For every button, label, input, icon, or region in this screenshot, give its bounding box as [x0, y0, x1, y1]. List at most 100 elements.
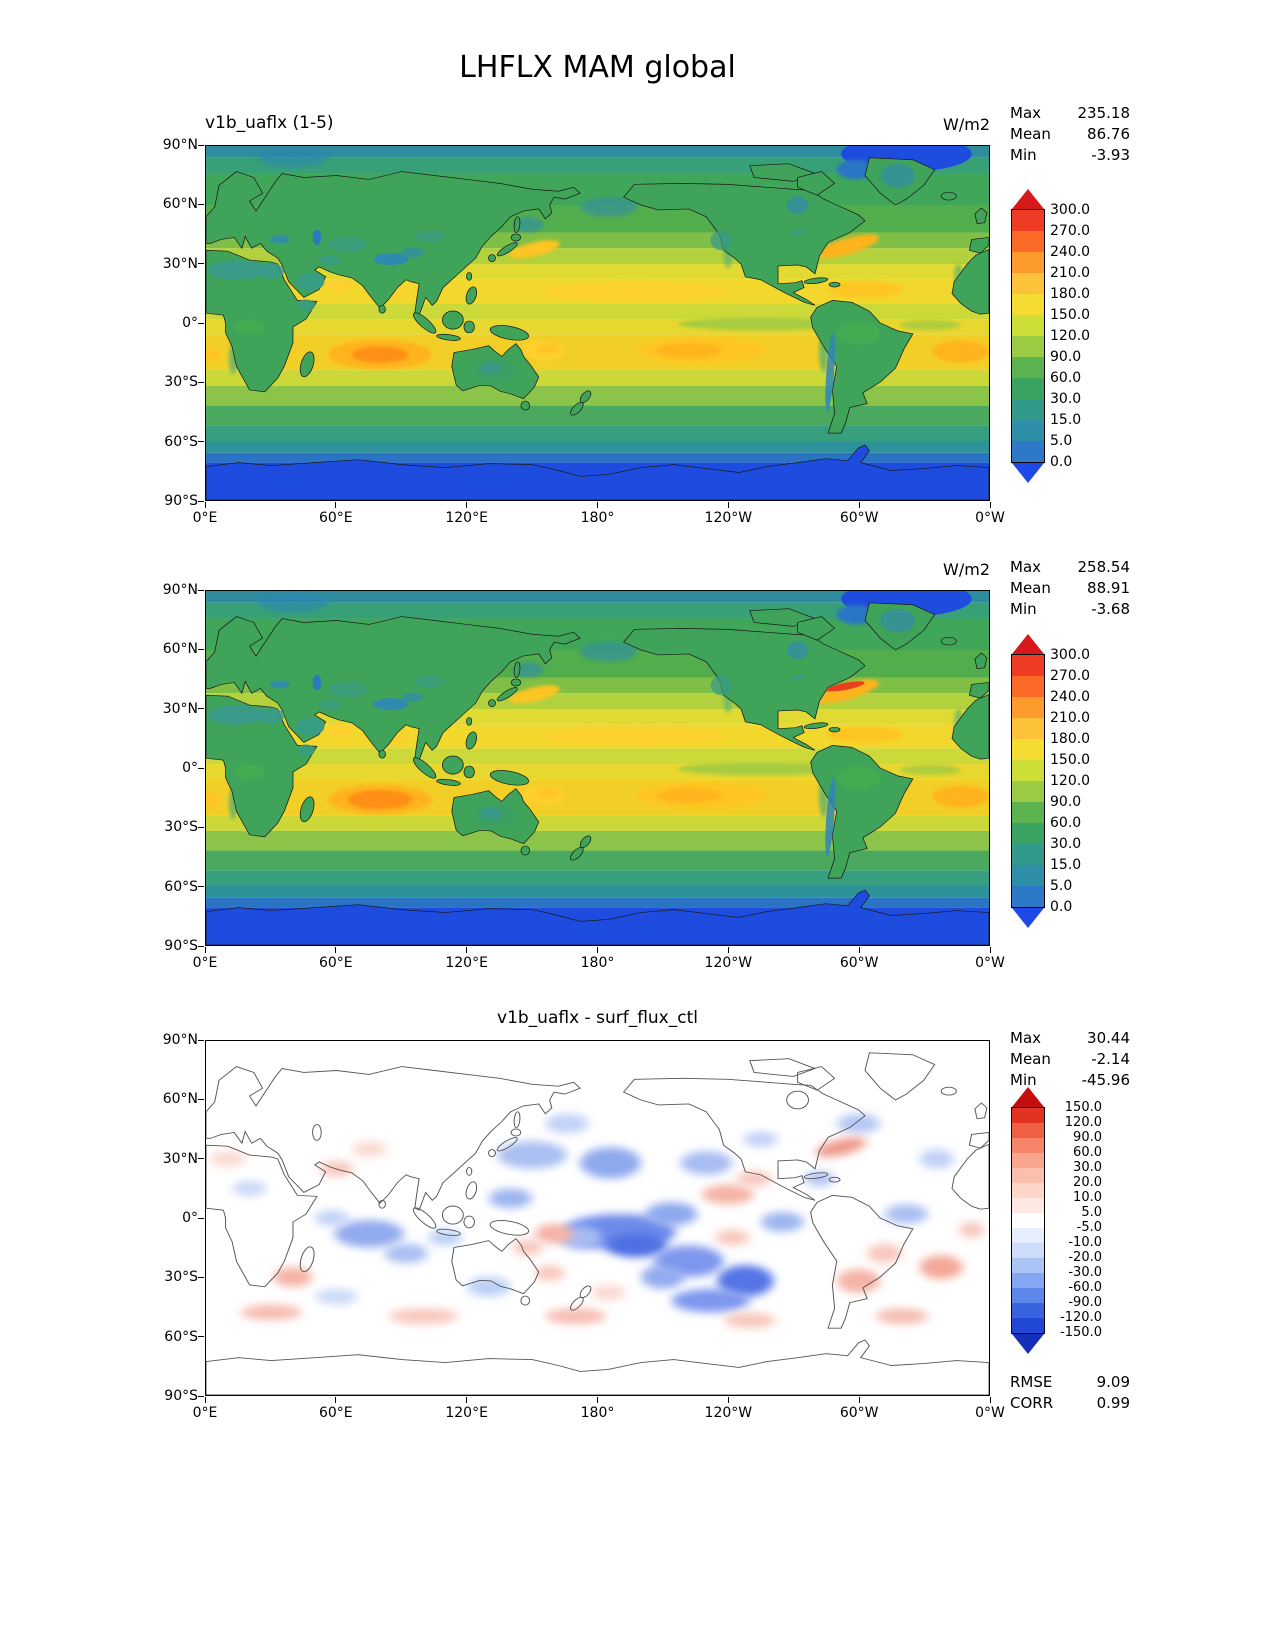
colorbar-segment	[1012, 760, 1044, 781]
lat-tick-label: 60°S	[164, 878, 198, 895]
colorbar-tick-label: 60.0	[1050, 370, 1082, 386]
lon-tick-mark	[335, 947, 337, 953]
panel-1-title: v1b_uaflx (1-5)	[205, 113, 334, 133]
lat-tick-mark	[198, 1098, 204, 1100]
stat-row: Mean 86.76	[1010, 124, 1130, 145]
panel-2-units: W/m2	[943, 560, 990, 579]
panel-2-stats: Max 258.54 Mean 88.91 Min -3.68	[1010, 557, 1130, 620]
colorbar-tick-label: -150.0	[1060, 1325, 1102, 1340]
lon-tick-label: 180°	[580, 955, 615, 971]
colorbar-tick-label: 150.0	[1050, 752, 1091, 768]
lat-tick-label: 30°S	[164, 374, 198, 391]
lon-tick-mark	[989, 502, 991, 508]
stat-row: Min -45.96	[1010, 1070, 1130, 1091]
lat-tick-label: 30°N	[162, 1150, 198, 1167]
lat-tick-mark	[198, 826, 204, 828]
stat-value: 30.44	[1087, 1029, 1130, 1047]
lat-tick-label: 90°N	[162, 137, 198, 153]
lat-tick-label: 0°	[182, 760, 198, 776]
lat-tick-mark	[198, 1395, 204, 1397]
lon-tick-mark	[335, 502, 337, 508]
colorbar-tick-label: 5.0	[1050, 433, 1073, 449]
lon-tick-mark	[858, 1397, 860, 1403]
lat-tick-label: 60°N	[162, 196, 198, 213]
stat-label: Mean	[1010, 125, 1051, 143]
colorbar-segment	[1012, 1108, 1044, 1123]
lat-tick-mark	[198, 945, 204, 947]
stat-row: Max 258.54	[1010, 557, 1130, 578]
colorbar-tick-label: 270.0	[1050, 668, 1091, 684]
colorbar-tick-label: 150.0	[1050, 307, 1091, 323]
colorbar-segment	[1012, 1183, 1044, 1198]
lat-tick-label: 90°N	[162, 1032, 198, 1048]
colorbar-segment	[1012, 273, 1044, 294]
colorbar-segment	[1012, 357, 1044, 378]
metric-row: RMSE 9.09	[1010, 1372, 1130, 1393]
lat-tick-mark	[198, 886, 204, 888]
lon-tick-label: 60°E	[318, 955, 353, 971]
lon-tick-mark	[727, 502, 729, 508]
lat-tick-mark	[198, 441, 204, 443]
colorbar	[1011, 209, 1045, 463]
lon-tick-mark	[466, 502, 468, 508]
metric-label: RMSE	[1010, 1373, 1053, 1391]
lat-tick-mark	[198, 648, 204, 650]
stat-value: -3.93	[1091, 146, 1130, 164]
colorbar-tick-label: -10.0	[1068, 1235, 1102, 1250]
lon-tick-label: 120°E	[445, 1405, 488, 1421]
lon-tick-label: 60°E	[318, 510, 353, 526]
colorbar-segment	[1012, 1138, 1044, 1153]
colorbar-segment	[1012, 1318, 1044, 1333]
colorbar-tick-label: 180.0	[1050, 286, 1091, 302]
lon-tick-label: 0°W	[975, 955, 1005, 971]
colorbar-segment	[1012, 1243, 1044, 1258]
colorbar	[1011, 1107, 1045, 1334]
colorbar-tick-label: 210.0	[1050, 710, 1091, 726]
stat-row: Mean 88.91	[1010, 578, 1130, 599]
colorbar-segment	[1012, 1273, 1044, 1288]
lat-tick-label: 0°	[182, 1210, 198, 1226]
panel-3-title: v1b_uaflx - surf_flux_ctl	[497, 1008, 698, 1028]
colorbar-tick-label: 240.0	[1050, 244, 1091, 260]
lat-tick-mark	[198, 144, 204, 146]
lat-tick-label: 60°N	[162, 641, 198, 658]
colorbar-tick-label: 30.0	[1050, 391, 1082, 407]
colorbar-segment	[1012, 1198, 1044, 1213]
stat-label: Mean	[1010, 579, 1051, 597]
lat-tick-mark	[198, 500, 204, 502]
lat-tick-label: 90°S	[164, 1388, 198, 1404]
colorbar-segment	[1012, 823, 1044, 844]
colorbar-tick-label: 15.0	[1050, 857, 1082, 873]
colorbar-segment	[1012, 210, 1044, 231]
stat-label: Min	[1010, 600, 1037, 618]
lon-tick-label: 120°W	[704, 955, 753, 971]
colorbar-arrow-top	[1012, 634, 1044, 654]
lon-tick-label: 120°E	[445, 955, 488, 971]
lat-tick-label: 90°S	[164, 938, 198, 954]
lon-tick-label: 120°W	[704, 1405, 753, 1421]
colorbar-tick-label: 60.0	[1050, 815, 1082, 831]
colorbar-segment	[1012, 802, 1044, 823]
colorbar-tick-label: 270.0	[1050, 223, 1091, 239]
lat-tick-label: 60°S	[164, 433, 198, 450]
colorbar-tick-label: -30.0	[1068, 1265, 1102, 1280]
colorbar-tick-label: 5.0	[1081, 1205, 1102, 1220]
colorbar-segment	[1012, 1303, 1044, 1318]
map-panel-2	[205, 590, 990, 946]
map-absolute-control	[206, 591, 989, 945]
colorbar-segment	[1012, 865, 1044, 886]
stat-row: Min -3.93	[1010, 145, 1130, 166]
metric-value: 9.09	[1096, 1373, 1130, 1391]
colorbar-tick-label: 0.0	[1050, 899, 1073, 915]
colorbar-tick-label: 0.0	[1050, 454, 1073, 470]
colorbar-tick-label: 60.0	[1073, 1145, 1102, 1160]
colorbar-arrow-bottom	[1012, 463, 1044, 483]
lon-tick-label: 60°W	[839, 1405, 879, 1421]
colorbar-segment	[1012, 1258, 1044, 1273]
colorbar-tick-label: -120.0	[1060, 1310, 1102, 1325]
colorbar-segment	[1012, 294, 1044, 315]
stat-row: Max 235.18	[1010, 103, 1130, 124]
figure-title: LHFLX MAM global	[459, 50, 736, 85]
stat-label: Max	[1010, 558, 1042, 576]
